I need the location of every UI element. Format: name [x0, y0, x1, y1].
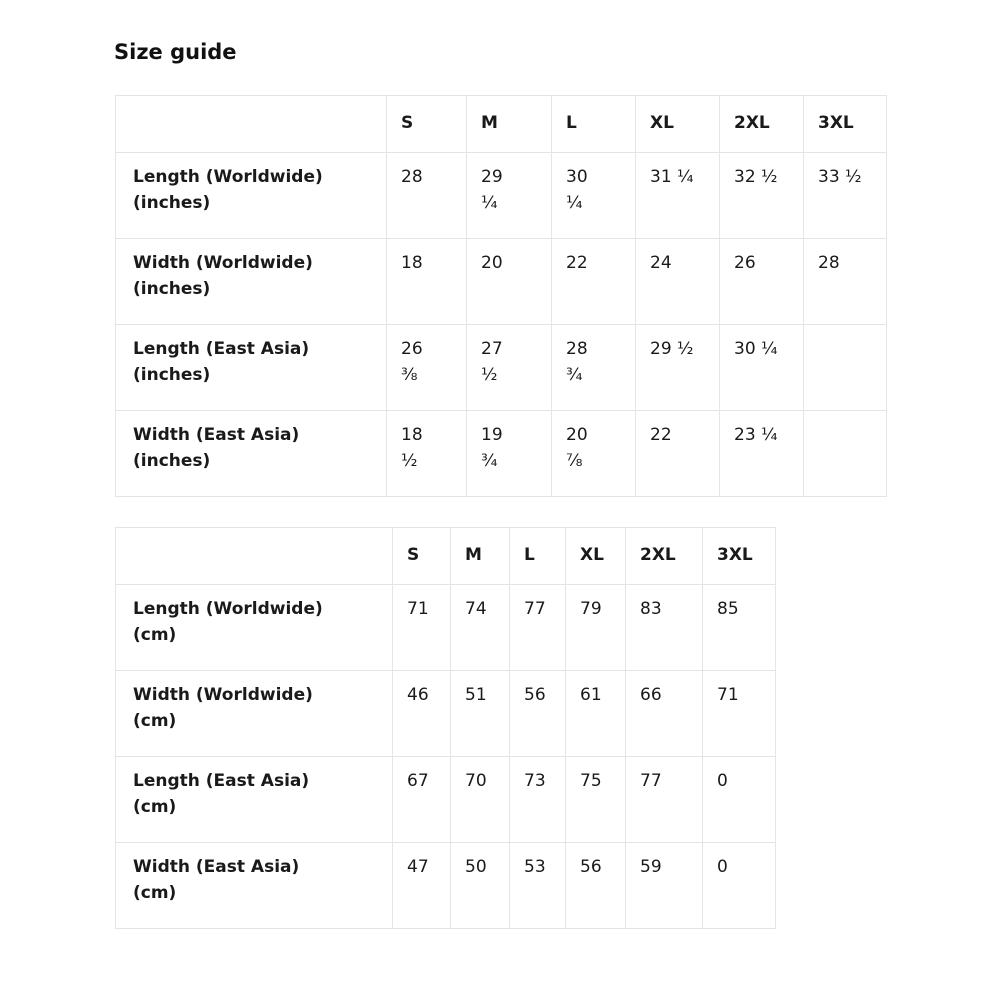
size-cell: 71: [392, 584, 451, 671]
size-cell: 0: [702, 756, 776, 843]
column-header-m: M: [450, 527, 510, 585]
size-cell: 28: [803, 238, 887, 325]
column-header-3xl: 3XL: [803, 95, 887, 153]
size-cell: 22: [551, 238, 636, 325]
size-table-inches: S M L XL 2XL 3XL Length (Worldwide) (inches) 2…: [115, 95, 887, 497]
page-title: Size guide: [114, 40, 237, 64]
size-cell: 30 ¼: [719, 324, 804, 411]
size-cell: 32 ½: [719, 152, 804, 239]
column-header-s: S: [392, 527, 451, 585]
table-row: Length (East Asia) (cm) 67 70 73 75 77 0: [115, 756, 776, 843]
size-cell: 47: [392, 842, 451, 929]
size-cell: 26: [719, 238, 804, 325]
size-cell: 71: [702, 670, 776, 757]
size-cell: 18 ½: [386, 410, 467, 497]
column-header-2xl: 2XL: [719, 95, 804, 153]
row-label: Length (East Asia) (inches): [115, 324, 387, 411]
size-cell: 26 ⅜: [386, 324, 467, 411]
row-label: Length (Worldwide) (cm): [115, 584, 393, 671]
column-header-l: L: [509, 527, 566, 585]
size-cell: 23 ¼: [719, 410, 804, 497]
size-table-cm: S M L XL 2XL 3XL Length (Worldwide) (cm) 71 74 7…: [115, 527, 776, 929]
size-cell: 79: [565, 584, 626, 671]
column-header-s: S: [386, 95, 467, 153]
column-header-3xl: 3XL: [702, 527, 776, 585]
size-cell: 29 ½: [635, 324, 720, 411]
size-cell: 27 ½: [466, 324, 552, 411]
size-cell: 51: [450, 670, 510, 757]
size-cell: 33 ½: [803, 152, 887, 239]
size-cell: 66: [625, 670, 703, 757]
size-cell: 85: [702, 584, 776, 671]
size-cell: 20 ⅞: [551, 410, 636, 497]
corner-cell: [115, 527, 393, 585]
size-cell: [803, 410, 887, 497]
size-cell: 56: [509, 670, 566, 757]
size-cell: 73: [509, 756, 566, 843]
column-header-m: M: [466, 95, 552, 153]
size-cell: 59: [625, 842, 703, 929]
size-cell: [803, 324, 887, 411]
row-label: Width (Worldwide) (cm): [115, 670, 393, 757]
size-cell: 28 ¾: [551, 324, 636, 411]
size-cell: 77: [625, 756, 703, 843]
table-row: Width (Worldwide) (inches) 18 20 22 24 26 28: [115, 238, 887, 325]
size-table-cm-header: S M L XL 2XL 3XL: [115, 527, 776, 585]
size-cell: 19 ¾: [466, 410, 552, 497]
size-cell: 56: [565, 842, 626, 929]
row-label: Length (East Asia) (cm): [115, 756, 393, 843]
size-cell: 30 ¼: [551, 152, 636, 239]
size-cell: 74: [450, 584, 510, 671]
size-cell: 18: [386, 238, 467, 325]
table-row: Length (Worldwide) (cm) 71 74 77 79 83 85: [115, 584, 776, 671]
table-row: Width (East Asia) (inches) 18 ½ 19 ¾ 20 ⅞ 22…: [115, 410, 887, 497]
row-label: Length (Worldwide) (inches): [115, 152, 387, 239]
column-header-xl: XL: [565, 527, 626, 585]
table-row: Width (East Asia) (cm) 47 50 53 56 59 0: [115, 842, 776, 929]
size-cell: 67: [392, 756, 451, 843]
row-label: Width (East Asia) (cm): [115, 842, 393, 929]
row-label: Width (Worldwide) (inches): [115, 238, 387, 325]
size-cell: 31 ¼: [635, 152, 720, 239]
size-table-cm-body: Length (Worldwide) (cm) 71 74 77 79 83 85 Width…: [115, 584, 776, 929]
size-cell: 61: [565, 670, 626, 757]
table-row: Width (Worldwide) (cm) 46 51 56 61 66 71: [115, 670, 776, 757]
header-row: S M L XL 2XL 3XL: [115, 527, 776, 585]
size-cell: 70: [450, 756, 510, 843]
size-table-inches-header: S M L XL 2XL 3XL: [115, 95, 887, 153]
corner-cell: [115, 95, 387, 153]
size-cell: 29 ¼: [466, 152, 552, 239]
size-cell: 0: [702, 842, 776, 929]
size-cell: 77: [509, 584, 566, 671]
size-cell: 24: [635, 238, 720, 325]
size-cell: 83: [625, 584, 703, 671]
column-header-2xl: 2XL: [625, 527, 703, 585]
size-cell: 28: [386, 152, 467, 239]
row-label: Width (East Asia) (inches): [115, 410, 387, 497]
size-cell: 20: [466, 238, 552, 325]
size-cell: 53: [509, 842, 566, 929]
table-row: Length (Worldwide) (inches) 28 29 ¼ 30 ¼ 31 …: [115, 152, 887, 239]
column-header-l: L: [551, 95, 636, 153]
header-row: S M L XL 2XL 3XL: [115, 95, 887, 153]
size-cell: 75: [565, 756, 626, 843]
column-header-xl: XL: [635, 95, 720, 153]
size-cell: 50: [450, 842, 510, 929]
size-cell: 22: [635, 410, 720, 497]
size-table-inches-body: Length (Worldwide) (inches) 28 29 ¼ 30 ¼ 31 …: [115, 152, 887, 497]
size-cell: 46: [392, 670, 451, 757]
